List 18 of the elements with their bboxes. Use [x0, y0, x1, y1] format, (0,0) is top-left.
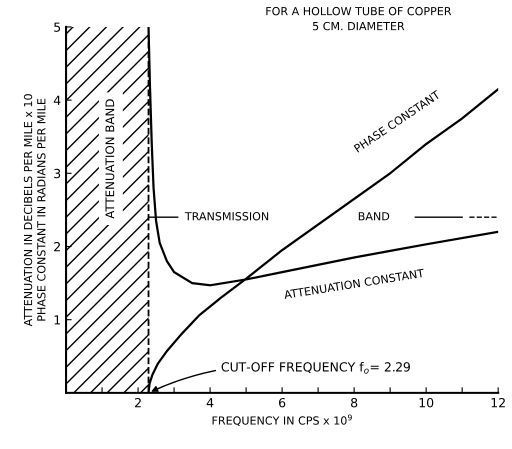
x-tick-label: 12 [492, 398, 505, 408]
x-tick-label: 10 [420, 398, 434, 408]
y-axis-title: ATTENUATION IN DECIBELS PER MILE x 10 PHASE CONSTANT IN RADIANS PER MILE [24, 94, 46, 326]
y-tick-label: 4 [54, 96, 60, 105]
x-tick-label: 2 [135, 398, 141, 408]
chart-title: FOR A HOLLOW TUBE OF COPPER 5 CM. DIAMETER [266, 6, 452, 30]
x-tick-label: 8 [351, 398, 358, 408]
y-tick-label: 1 [54, 315, 60, 324]
y-tick-label: 2 [54, 242, 60, 252]
annotation: CUT-OFF FREQUENCY f$_{o}$= 2.29 [222, 362, 410, 374]
annotation: BAND [358, 212, 390, 220]
x-tick-label: 6 [279, 398, 286, 408]
y-tick-label: 3 [54, 168, 60, 178]
band-label: ATTENUATION BAND [105, 99, 114, 219]
x-tick-label: 4 [206, 398, 214, 408]
annotation: TRANSMISSION [184, 212, 268, 220]
x-axis-title: FREQUENCY IN CPS x 10$^{9}$ [212, 414, 352, 426]
y-tick-label: 5 [54, 22, 60, 32]
